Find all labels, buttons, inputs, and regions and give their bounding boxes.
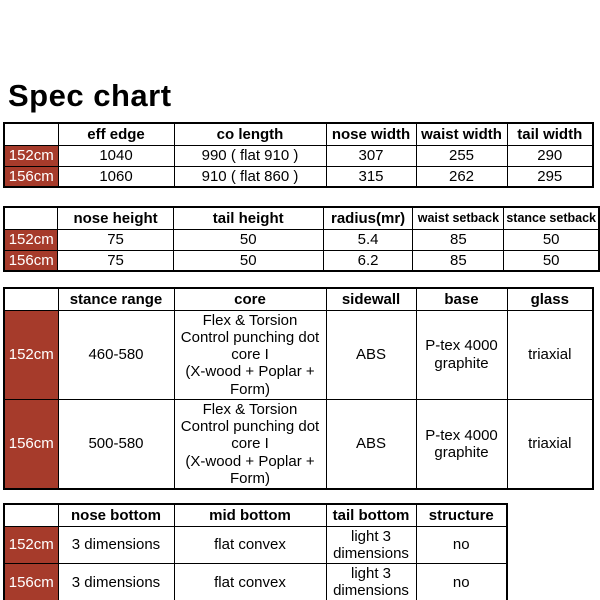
corner-cell	[3, 206, 59, 230]
column-header-stance-range: stance range	[57, 287, 175, 311]
corner-cell	[3, 503, 59, 527]
table-cell: 50	[172, 249, 324, 272]
table-cell: 3 dimensions	[57, 525, 175, 564]
column-header-waist-setback: waist setback	[412, 206, 505, 230]
page-title: Spec chart	[8, 78, 172, 113]
table-cell: 910 ( flat 860 )	[173, 165, 327, 188]
column-header-co-length: co length	[173, 122, 327, 146]
table-cell: P-tex 4000 graphite	[415, 309, 508, 400]
column-header-tail-width: tail width	[506, 122, 594, 146]
table-cell: 85	[412, 228, 505, 251]
column-header-tail-height: tail height	[172, 206, 324, 230]
column-header-stance-setback: stance setback	[503, 206, 600, 230]
table-cell: 290	[506, 144, 594, 167]
table-cell: P-tex 4000 graphite	[415, 398, 508, 490]
spec-table-bottom-shape: nose bottom mid bottom tail bottom struc…	[3, 503, 508, 600]
table-cell: 75	[57, 249, 174, 272]
column-header-structure: structure	[415, 503, 508, 527]
table-cell: 295	[506, 165, 594, 188]
table-cell: 307	[325, 144, 417, 167]
table-row: 152cm 1040 990 ( flat 910 ) 307 255 290	[3, 144, 594, 167]
column-header-nose-bottom: nose bottom	[57, 503, 175, 527]
row-header-156cm: 156cm	[3, 249, 59, 272]
table-cell: triaxial	[506, 309, 594, 400]
table-cell: 50	[503, 228, 600, 251]
column-header-waist-width: waist width	[415, 122, 508, 146]
table-row: 152cm 3 dimensions flat convex light 3 d…	[3, 525, 508, 564]
table-cell: 1060	[57, 165, 175, 188]
table-cell: ABS	[325, 309, 417, 400]
table-cell: triaxial	[506, 398, 594, 490]
table-cell: 50	[172, 228, 324, 251]
table-cell: flat convex	[173, 525, 327, 564]
column-header-core: core	[173, 287, 327, 311]
table-cell: 85	[412, 249, 505, 272]
column-header-tail-bottom: tail bottom	[325, 503, 417, 527]
table-cell: 500-580	[57, 398, 175, 490]
table-cell: light 3 dimensions	[325, 525, 417, 564]
table-cell-core: Flex & Torsion Control punching dot core…	[173, 309, 327, 400]
table-row: 156cm 500-580 Flex & Torsion Control pun…	[3, 398, 594, 490]
column-header-sidewall: sidewall	[325, 287, 417, 311]
table-cell: 1040	[57, 144, 175, 167]
table-row: 156cm 75 50 6.2 85 50	[3, 249, 600, 272]
table-cell: 315	[325, 165, 417, 188]
table-cell: 3 dimensions	[57, 563, 175, 600]
table-cell: 75	[57, 228, 174, 251]
header-row: nose bottom mid bottom tail bottom struc…	[3, 503, 508, 527]
table-row: 156cm 1060 910 ( flat 860 ) 315 262 295	[3, 165, 594, 188]
table-cell: flat convex	[173, 563, 327, 600]
table-row: 156cm 3 dimensions flat convex light 3 d…	[3, 563, 508, 600]
table-cell: 5.4	[322, 228, 414, 251]
table-cell: light 3 dimensions	[325, 563, 417, 600]
column-header-nose-height: nose height	[57, 206, 174, 230]
header-row: nose height tail height radius(mr) waist…	[3, 206, 600, 230]
table-cell: ABS	[325, 398, 417, 490]
table-cell: no	[415, 525, 508, 564]
row-header-152cm: 152cm	[3, 144, 59, 167]
column-header-glass: glass	[506, 287, 594, 311]
table-cell: 262	[415, 165, 508, 188]
header-row: stance range core sidewall base glass	[3, 287, 594, 311]
table-cell: 6.2	[322, 249, 414, 272]
table-cell: 460-580	[57, 309, 175, 400]
table-row: 152cm 460-580 Flex & Torsion Control pun…	[3, 309, 594, 400]
column-header-radius: radius(mr)	[322, 206, 414, 230]
corner-cell	[3, 122, 59, 146]
table-row: 152cm 75 50 5.4 85 50	[3, 228, 600, 251]
column-header-eff-edge: eff edge	[57, 122, 175, 146]
table-cell: 990 ( flat 910 )	[173, 144, 327, 167]
row-header-156cm: 156cm	[3, 563, 59, 600]
row-header-152cm: 152cm	[3, 228, 59, 251]
spec-table-edge-and-widths: eff edge co length nose width waist widt…	[3, 122, 594, 188]
column-header-nose-width: nose width	[325, 122, 417, 146]
spec-table-construction: stance range core sidewall base glass 15…	[3, 287, 594, 490]
header-row: eff edge co length nose width waist widt…	[3, 122, 594, 146]
row-header-152cm: 152cm	[3, 309, 59, 400]
column-header-base: base	[415, 287, 508, 311]
row-header-156cm: 156cm	[3, 165, 59, 188]
table-cell-core: Flex & Torsion Control punching dot core…	[173, 398, 327, 490]
column-header-mid-bottom: mid bottom	[173, 503, 327, 527]
spec-table-heights-and-setbacks: nose height tail height radius(mr) waist…	[3, 206, 600, 272]
table-cell: 50	[503, 249, 600, 272]
row-header-152cm: 152cm	[3, 525, 59, 564]
table-cell: 255	[415, 144, 508, 167]
row-header-156cm: 156cm	[3, 398, 59, 490]
corner-cell	[3, 287, 59, 311]
table-cell: no	[415, 563, 508, 600]
